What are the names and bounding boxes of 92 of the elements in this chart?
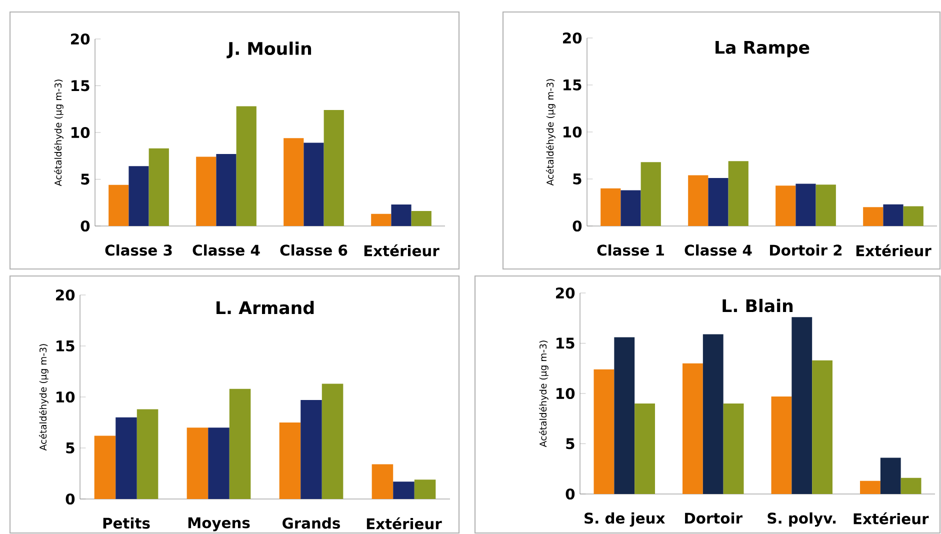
bar — [900, 478, 922, 494]
x-tick-label: Extérieur — [854, 512, 929, 524]
bar — [136, 409, 158, 499]
chart-title: L. Armand — [216, 300, 314, 314]
bar — [279, 422, 301, 499]
bar — [391, 204, 412, 226]
x-tick-label: Dortoir 2 — [770, 244, 842, 256]
bar — [771, 396, 792, 494]
y-tick-label: 10 — [56, 391, 75, 403]
bar — [229, 388, 251, 499]
bar — [812, 360, 832, 494]
bar — [620, 190, 641, 226]
bar — [682, 363, 703, 494]
x-tick-label: Classe 6 — [280, 244, 348, 256]
bar — [792, 317, 812, 494]
bar — [880, 458, 901, 494]
bar — [883, 204, 904, 226]
y-tick-label: 15 — [556, 338, 574, 349]
y-axis-title: Acétaldéhyde (µg m-3) — [538, 340, 548, 448]
y-tick-label: 10 — [556, 388, 575, 400]
bar — [728, 161, 748, 226]
bar — [322, 384, 344, 499]
bar — [411, 211, 432, 226]
y-axis-title: Acétaldéhyde (µg m-3) — [546, 79, 556, 186]
bar — [863, 207, 884, 226]
y-tick-label: 20 — [56, 289, 75, 301]
x-tick-label: Moyens — [188, 517, 250, 532]
bar — [196, 156, 216, 226]
bar — [116, 417, 137, 499]
bar — [108, 184, 129, 226]
x-tick-label: Grands — [282, 517, 340, 529]
bar — [300, 400, 322, 499]
bar — [94, 436, 116, 499]
bar — [372, 464, 394, 499]
bar — [186, 428, 208, 499]
bar — [414, 480, 436, 499]
x-tick-label: S. de jeux — [584, 512, 665, 527]
y-axis-title: Acétaldéhyde (µg m-3) — [38, 344, 48, 451]
bar — [216, 154, 236, 226]
x-tick-label: Classe 3 — [105, 244, 172, 256]
bar — [148, 148, 169, 226]
y-tick-label: 15 — [72, 80, 90, 92]
bar — [304, 142, 324, 226]
x-tick-label: Extérieur — [364, 244, 440, 256]
y-tick-label: 10 — [72, 126, 90, 138]
bar — [702, 334, 724, 494]
y-axis-title: Acétaldéhyde (µg m-3) — [54, 80, 64, 186]
y-tick-label: 5 — [81, 174, 90, 185]
bar — [816, 184, 836, 226]
y-tick-label: 5 — [66, 442, 74, 454]
y-tick-label: 20 — [563, 32, 582, 44]
bar — [128, 166, 149, 226]
y-tick-label: 15 — [564, 80, 582, 90]
y-tick-label: 5 — [566, 438, 574, 450]
y-tick-label: 5 — [573, 174, 582, 184]
bar — [860, 480, 880, 494]
y-tick-label: 0 — [566, 488, 575, 500]
bar — [284, 138, 304, 226]
x-tick-label: S. polyv. — [768, 512, 836, 527]
bar — [236, 106, 256, 226]
y-tick-label: 10 — [564, 126, 582, 138]
bar — [371, 214, 392, 226]
y-tick-label: 0 — [572, 220, 582, 232]
bar — [776, 186, 796, 226]
bar — [708, 178, 728, 226]
bar — [324, 110, 344, 226]
y-tick-label: 20 — [556, 287, 575, 299]
bar — [393, 482, 414, 499]
x-tick-label: Dortoir — [685, 512, 743, 524]
bar — [903, 206, 924, 226]
bar — [634, 404, 656, 494]
x-tick-label: Classe 4 — [192, 244, 260, 256]
x-tick-label: Extérieur — [856, 244, 932, 256]
x-tick-label: Classe 4 — [684, 244, 752, 256]
chart-title: L. Blain — [722, 298, 793, 312]
y-tick-label: 20 — [71, 33, 90, 45]
x-tick-label: Petits — [103, 517, 150, 529]
y-tick-label: 0 — [66, 493, 75, 505]
bar — [796, 184, 816, 226]
bar — [600, 188, 621, 226]
x-tick-label: Classe 1 — [597, 244, 664, 256]
bar — [594, 369, 614, 494]
bar — [640, 162, 661, 226]
bar — [688, 175, 708, 226]
bar — [723, 404, 744, 494]
chart-title: La Rampe — [716, 41, 810, 58]
bar — [614, 337, 635, 494]
bar — [208, 428, 230, 499]
x-tick-label: Extérieur — [366, 517, 442, 530]
chart-title: J. Moulin — [226, 42, 312, 58]
y-tick-label: 15 — [56, 340, 74, 352]
y-tick-label: 0 — [80, 220, 90, 232]
